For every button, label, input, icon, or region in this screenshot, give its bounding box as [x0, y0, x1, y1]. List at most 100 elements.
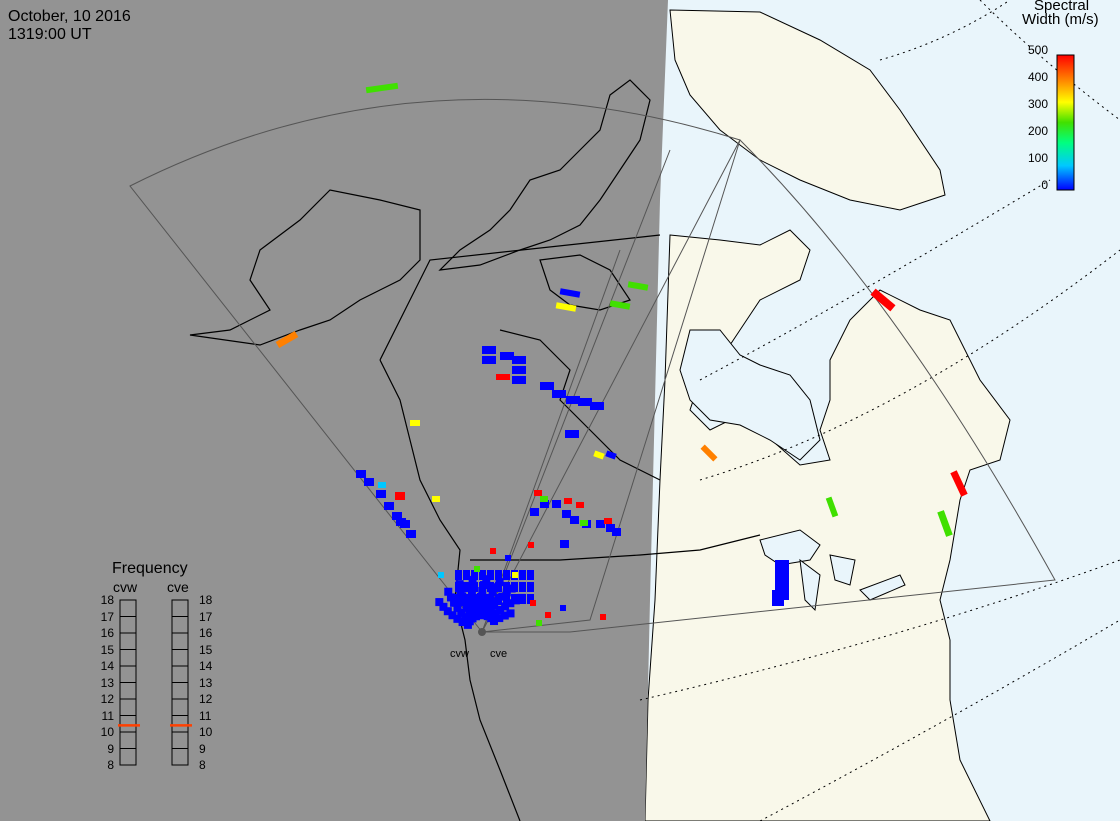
colorbar-tick-label: 500	[1027, 43, 1048, 57]
scatter-cell	[457, 608, 466, 617]
map-date: October, 10 2016	[8, 8, 131, 25]
frequency-tick-label: 18	[100, 593, 114, 607]
scatter-cell	[495, 614, 504, 623]
frequency-cell	[119, 599, 137, 617]
scatter-cell	[519, 582, 526, 592]
frequency-tick-label: 9	[107, 741, 114, 756]
scatter-cell	[458, 592, 467, 601]
scatter-cell	[482, 575, 491, 584]
scatter-cell	[555, 302, 577, 312]
scatter-cell	[453, 603, 462, 612]
scatter-cell	[471, 582, 478, 592]
scatter-cell	[559, 288, 581, 298]
scatter-cell	[519, 570, 526, 580]
scatter-cell	[578, 398, 592, 406]
scatter-cell	[576, 502, 584, 508]
frequency-tick-label: 12	[100, 692, 114, 706]
scatter-cell	[458, 618, 467, 627]
scatter-cell	[540, 500, 549, 508]
scatter-cell	[534, 490, 542, 496]
scatter-cell	[519, 594, 526, 604]
scatter-cell	[560, 605, 566, 611]
scatter-cell	[498, 592, 507, 601]
frequency-cell	[119, 616, 137, 634]
scatter-cell	[552, 390, 566, 398]
scatter-cell	[488, 588, 497, 597]
radar-site-marker	[478, 628, 486, 636]
frequency-tick-label: 14	[199, 659, 213, 673]
scatter-cell	[495, 594, 502, 604]
scatter-cell	[455, 570, 462, 580]
scatter-cell	[453, 614, 462, 623]
scatter-cell	[530, 600, 536, 606]
colorbar-tick-label: 100	[1027, 151, 1048, 165]
map-time: 1319:00 UT	[8, 26, 92, 43]
geographic-grid	[639, 0, 1120, 821]
scatter-cell	[465, 609, 474, 618]
frequency-cell	[171, 748, 189, 766]
frequency-tick-label: 9	[199, 741, 206, 756]
scatter-cell	[471, 594, 478, 604]
colorbar-tick-label: 200	[1027, 124, 1048, 138]
site-label-cve: cve	[490, 648, 508, 660]
scatter-cell	[450, 598, 459, 607]
scatter-cell	[772, 590, 784, 606]
colorbar-title-line1: Spectral	[1034, 0, 1090, 14]
scatter-cell	[950, 470, 968, 497]
frequency-tick-label: 10	[100, 725, 114, 739]
scatter-cell	[500, 611, 509, 620]
scatter-cell	[540, 496, 548, 502]
scatter-cell	[438, 572, 444, 578]
scatter-cell	[627, 281, 649, 291]
scatter-cell	[396, 518, 406, 526]
scatter-cell	[384, 502, 394, 510]
site-label-cvw: cvw	[450, 648, 469, 660]
scatter-cell	[527, 570, 534, 580]
frequency-cell	[119, 632, 137, 650]
scatter-cell	[596, 520, 605, 528]
scatter-cell	[700, 444, 718, 462]
scatter-cell	[406, 530, 416, 538]
frequency-tick-label: 14	[100, 659, 114, 673]
scatter-cell	[479, 570, 486, 580]
scatter-cell	[825, 496, 839, 518]
frequency-cell	[119, 682, 137, 700]
scatter-cell	[392, 512, 402, 520]
scatter-cell	[527, 594, 534, 604]
scatter-cell	[500, 352, 514, 360]
scatter-cell	[530, 508, 539, 516]
frequency-tick-label: 15	[100, 642, 114, 657]
scatter-cell	[564, 498, 572, 504]
scatter-cell	[487, 594, 494, 604]
scatter-cell	[495, 582, 502, 592]
scatter-cell	[545, 612, 551, 618]
frequency-tick-label: 16	[100, 626, 114, 640]
day-land	[644, 9, 1011, 821]
scatter-cell	[593, 450, 605, 460]
frequency-cell	[171, 698, 189, 716]
scatter-cell	[486, 606, 495, 615]
scatter-cell	[503, 570, 510, 580]
scatter-cell	[511, 594, 518, 604]
scatter-cell	[444, 587, 453, 596]
scatter-cell	[475, 611, 484, 620]
scatter-cell	[566, 396, 580, 404]
scatter-cell	[462, 603, 471, 612]
scatter-cell	[455, 594, 462, 604]
scatter-cell	[378, 482, 386, 488]
scatter-cell	[496, 374, 510, 380]
scatter-cell	[528, 542, 534, 548]
frequency-cell	[119, 731, 137, 749]
colorbar-tick-label: 300	[1027, 97, 1048, 111]
frequency-cell	[171, 616, 189, 634]
scatter-cell	[446, 593, 455, 602]
scatter-cell	[439, 602, 448, 611]
frequency-tick-label: 17	[199, 609, 213, 624]
scatter-cell	[435, 598, 444, 607]
scatter-cell	[511, 582, 518, 592]
scatter-cell	[527, 582, 534, 592]
frequency-tick-label: 11	[199, 708, 212, 723]
scatter-cell	[512, 356, 526, 364]
